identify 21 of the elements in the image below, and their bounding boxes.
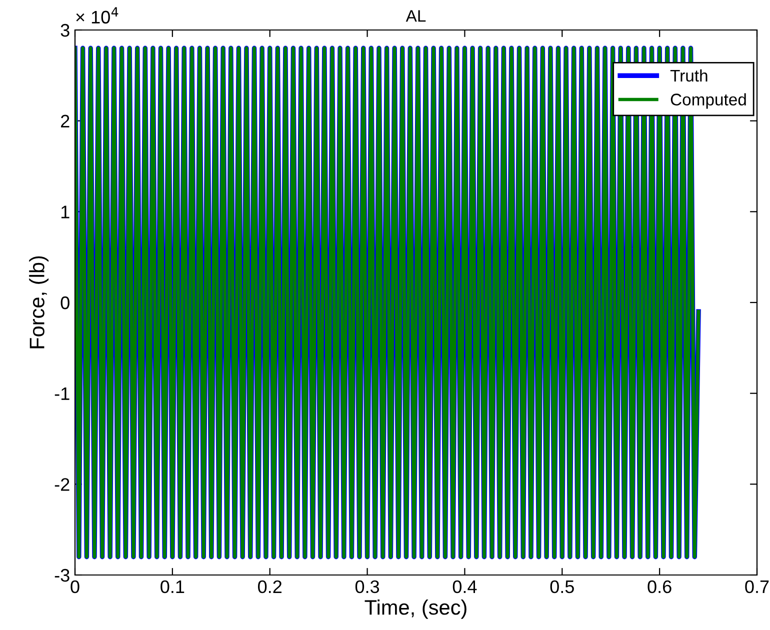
y-tick-label: 3 <box>60 24 70 37</box>
x-tick-label: 0.6 <box>648 580 672 594</box>
x-tick-label: 0 <box>70 580 80 594</box>
x-tick-label: 0.1 <box>160 580 184 594</box>
y-tick-label: -1 <box>54 387 70 400</box>
y-tick-label: 2 <box>61 114 70 128</box>
x-tick-label: 0.7 <box>745 580 769 594</box>
x-tick-label: 0.3 <box>355 580 380 594</box>
x-tick-label: 0.2 <box>258 580 282 594</box>
x-tick-label: 0.5 <box>550 580 574 594</box>
x-axis-title: Time, (sec) <box>364 599 466 619</box>
legend-label: Truth <box>670 69 708 82</box>
y-tick-label: -3 <box>54 568 70 582</box>
text: × 10$^{4}$ <box>76 7 118 24</box>
chart-title: AL <box>406 10 426 22</box>
y-tick-label: -2 <box>54 478 70 491</box>
y-tick-label: 1 <box>61 206 70 218</box>
y-axis-title: Force, (lb) <box>29 256 49 348</box>
x-tick-label: 0.4 <box>452 580 477 594</box>
y-tick-label: 0 <box>60 296 70 310</box>
legend-label: Computed <box>670 93 746 109</box>
